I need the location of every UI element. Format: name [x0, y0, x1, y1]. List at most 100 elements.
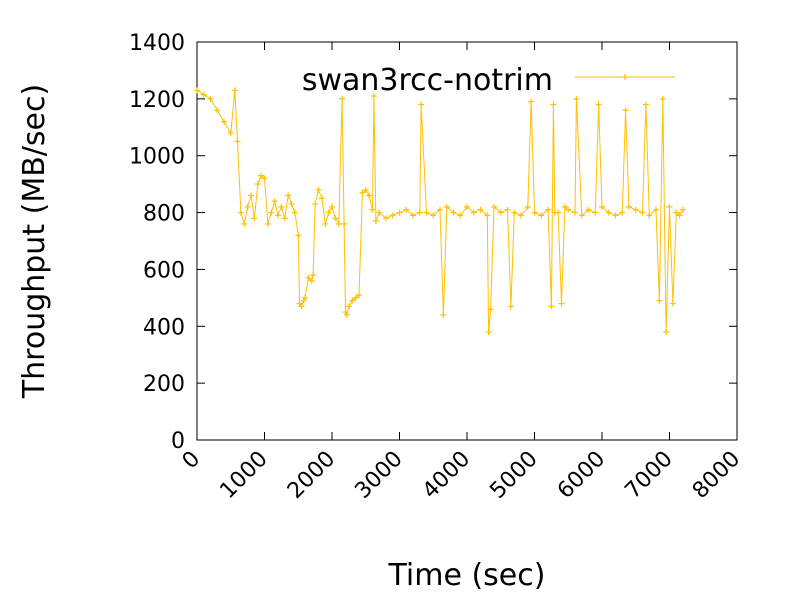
data-point: [619, 209, 626, 216]
data-point: [578, 212, 585, 219]
y-tick-label: 600: [143, 258, 185, 283]
data-point: [318, 195, 325, 202]
data-point: [369, 206, 376, 213]
data-point: [376, 209, 383, 216]
data-point: [343, 311, 350, 318]
data-point: [231, 87, 238, 94]
y-axis-label: Throughput (MB/sec): [17, 84, 52, 399]
data-point: [300, 297, 307, 304]
data-point: [450, 209, 457, 216]
data-point: [528, 98, 535, 105]
data-point: [595, 101, 602, 108]
data-point: [437, 206, 443, 213]
data-point: [298, 303, 305, 310]
data-point: [291, 209, 298, 216]
legend-marker: [622, 74, 628, 80]
y-tick-label: 200: [143, 372, 185, 397]
legend-label: swan3rcc-notrim: [302, 63, 553, 98]
data-point: [332, 215, 339, 222]
data-point: [410, 212, 416, 219]
data-point: [470, 209, 477, 216]
data-point: [550, 101, 557, 108]
data-point: [680, 206, 686, 213]
data-point: [254, 181, 261, 188]
data-point: [278, 203, 285, 210]
data-point: [538, 212, 545, 219]
x-tick-label: 6000: [553, 447, 610, 504]
data-point: [322, 220, 329, 227]
data-point: [366, 192, 373, 199]
data-point: [507, 303, 514, 310]
data-point: [214, 107, 221, 114]
data-point: [531, 209, 538, 216]
y-axis: 0 200 400 600 800 1000 1200 1400: [129, 31, 737, 454]
data-point: [477, 206, 484, 213]
data-point: [487, 306, 494, 313]
data-point: [673, 209, 680, 216]
data-point: [656, 297, 663, 304]
data-point: [457, 212, 464, 219]
data-point: [281, 215, 288, 222]
data-point: [653, 206, 659, 213]
y-tick-label: 1000: [129, 145, 185, 170]
data-point: [345, 303, 352, 310]
data-point: [342, 309, 349, 316]
data-point: [497, 209, 504, 216]
data-point: [310, 272, 317, 279]
data-point: [622, 107, 629, 114]
x-axis-label: Time (sec): [388, 558, 546, 593]
data-point: [555, 209, 562, 216]
data-point: [194, 87, 200, 94]
data-point: [258, 172, 265, 179]
data-point: [485, 328, 492, 335]
data-point: [264, 220, 271, 227]
data-point: [341, 220, 348, 227]
data-point: [200, 91, 207, 98]
data-point: [418, 101, 425, 108]
data-point: [430, 212, 437, 219]
data-point: [585, 206, 592, 213]
y-tick-label: 1400: [129, 31, 185, 56]
data-point: [612, 212, 619, 219]
x-tick-label: 5000: [485, 447, 542, 504]
data-point: [663, 328, 670, 335]
data-point: [676, 212, 683, 219]
data-point: [548, 303, 555, 310]
data-point: [383, 215, 389, 222]
data-point: [639, 209, 646, 216]
data-point: [248, 192, 254, 199]
series-layer: [194, 87, 686, 335]
data-point: [632, 206, 639, 213]
data-point: [362, 186, 369, 193]
data-point: [524, 203, 531, 210]
data-point: [565, 206, 572, 213]
data-point: [308, 277, 315, 284]
data-point: [646, 212, 653, 219]
data-point: [315, 186, 322, 193]
y-tick-label: 400: [143, 315, 185, 340]
data-point: [504, 206, 511, 213]
data-point: [403, 206, 410, 213]
data-point: [464, 203, 470, 210]
data-point: [511, 209, 518, 216]
data-point: [573, 95, 580, 102]
data-point: [302, 294, 308, 301]
data-point: [221, 118, 227, 125]
data-point: [518, 212, 524, 219]
data-point: [592, 209, 599, 216]
x-tick-label: 4000: [418, 447, 475, 504]
data-point: [396, 209, 403, 216]
data-point: [669, 300, 676, 307]
data-point: [295, 232, 302, 239]
data-point: [261, 175, 268, 182]
data-point: [312, 201, 319, 208]
data-point: [325, 209, 332, 216]
data-point: [329, 203, 335, 210]
data-point: [370, 93, 377, 100]
legend: swan3rcc-notrim: [302, 63, 675, 98]
data-point: [288, 201, 295, 208]
data-point: [372, 218, 379, 225]
y-tick-label: 1200: [129, 88, 185, 113]
data-point: [389, 212, 396, 219]
data-point: [491, 203, 497, 210]
